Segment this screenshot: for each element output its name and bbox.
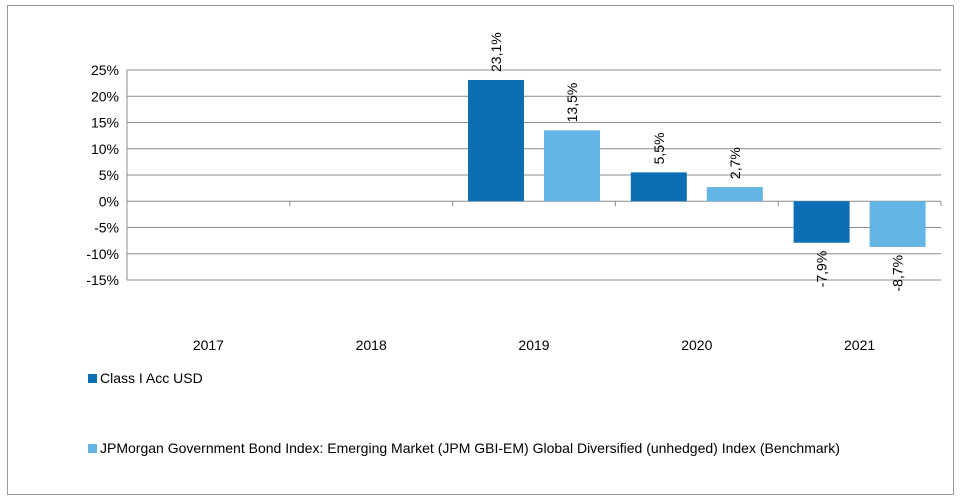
data-label: -7,9%	[814, 251, 830, 288]
x-tick-label: 2017	[193, 337, 224, 353]
y-tick-label: 25%	[91, 62, 119, 78]
bar	[630, 172, 687, 202]
y-tick-label: 20%	[91, 88, 119, 104]
legend-label-class-i: Class I Acc USD	[100, 370, 203, 386]
y-tick-label: -5%	[94, 220, 119, 236]
legend-label-benchmark: JPMorgan Government Bond Index: Emerging…	[100, 440, 840, 456]
legend-item-benchmark: JPMorgan Government Bond Index: Emerging…	[88, 438, 950, 458]
y-tick-label: 0%	[99, 193, 119, 209]
data-label: 23,1%	[488, 32, 504, 72]
data-label: 2,7%	[727, 147, 743, 179]
bar	[793, 201, 850, 243]
y-tick-label: -15%	[86, 272, 119, 288]
data-label: 13,5%	[564, 83, 580, 123]
x-tick-label: 2020	[681, 337, 712, 353]
x-tick-label: 2021	[844, 337, 875, 353]
legend-swatch-class-i	[88, 374, 97, 383]
bar	[544, 130, 600, 202]
bar	[706, 187, 763, 202]
y-tick-label: 15%	[91, 115, 119, 131]
legend-swatch-benchmark	[88, 444, 97, 453]
legend-item-class-i: Class I Acc USD	[88, 368, 950, 388]
y-tick-label: 5%	[99, 167, 119, 183]
bar	[869, 201, 926, 247]
bar	[468, 79, 524, 202]
y-tick-label: -10%	[86, 246, 119, 262]
data-label: -8,7%	[890, 255, 906, 292]
x-tick-label: 2018	[356, 337, 387, 353]
data-label: 5,5%	[651, 132, 667, 164]
x-tick-label: 2019	[518, 337, 549, 353]
y-tick-label: 10%	[91, 141, 119, 157]
